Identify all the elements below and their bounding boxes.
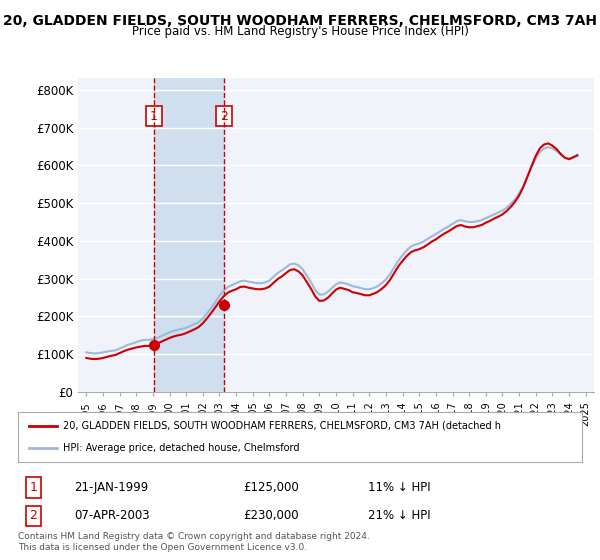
Text: 2: 2 <box>220 110 228 123</box>
Text: Price paid vs. HM Land Registry's House Price Index (HPI): Price paid vs. HM Land Registry's House … <box>131 25 469 38</box>
Text: 20, GLADDEN FIELDS, SOUTH WOODHAM FERRERS, CHELMSFORD, CM3 7AH (detached h: 20, GLADDEN FIELDS, SOUTH WOODHAM FERRER… <box>63 421 501 431</box>
Text: 1: 1 <box>150 110 158 123</box>
Text: 1: 1 <box>29 481 37 494</box>
Text: Contains HM Land Registry data © Crown copyright and database right 2024.
This d: Contains HM Land Registry data © Crown c… <box>18 532 370 552</box>
Text: £230,000: £230,000 <box>244 510 299 522</box>
Text: 07-APR-2003: 07-APR-2003 <box>74 510 150 522</box>
Text: 2: 2 <box>29 510 37 522</box>
Text: 11% ↓ HPI: 11% ↓ HPI <box>368 481 430 494</box>
Text: HPI: Average price, detached house, Chelmsford: HPI: Average price, detached house, Chel… <box>63 443 299 453</box>
Text: £125,000: £125,000 <box>244 481 299 494</box>
Text: 20, GLADDEN FIELDS, SOUTH WOODHAM FERRERS, CHELMSFORD, CM3 7AH: 20, GLADDEN FIELDS, SOUTH WOODHAM FERRER… <box>3 14 597 28</box>
Bar <box>154 78 224 392</box>
Text: 21% ↓ HPI: 21% ↓ HPI <box>368 510 430 522</box>
Text: 21-JAN-1999: 21-JAN-1999 <box>74 481 149 494</box>
